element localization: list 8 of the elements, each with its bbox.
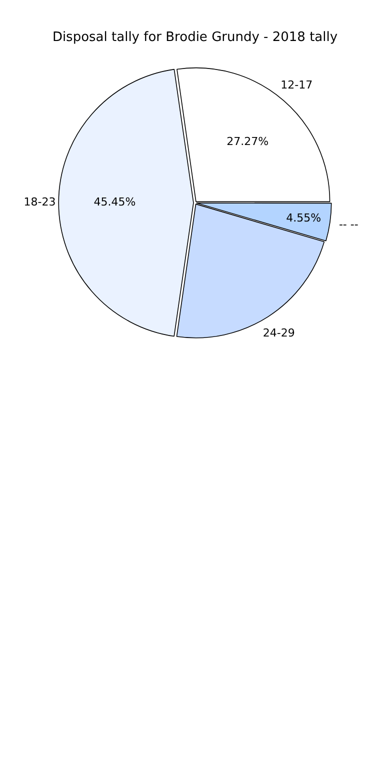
- data-label: 45.45%: [94, 196, 136, 209]
- slice-label: 12-17: [280, 78, 313, 92]
- data-label: 4.55%: [286, 211, 322, 224]
- data-label: 27.27%: [226, 134, 269, 148]
- chart-title: Disposal tally for Brodie Grundy - 2018 tally: [52, 30, 338, 46]
- slice-label: 18-23: [24, 196, 56, 209]
- slice-label: -- --: [338, 218, 358, 231]
- slice-label: 24-29: [262, 326, 295, 340]
